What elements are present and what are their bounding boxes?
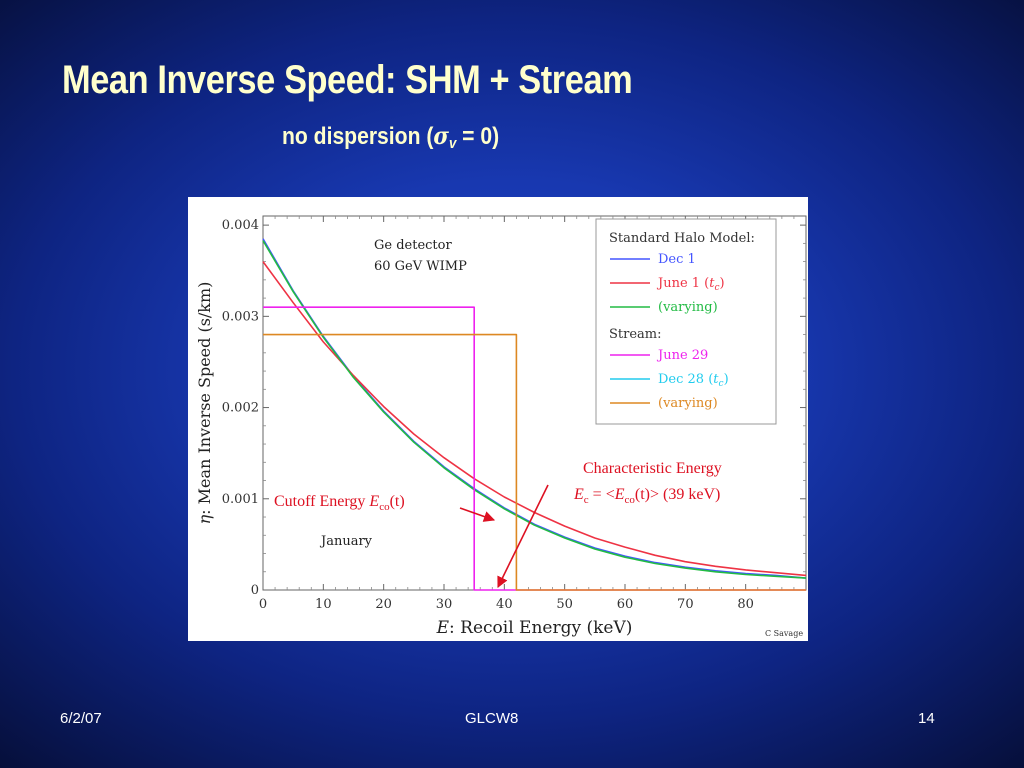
- month-annotation: January: [319, 534, 373, 549]
- legend-box: [595, 218, 777, 425]
- series-line-4: [263, 333, 806, 591]
- characteristic-energy-formula: Ec = <Eco(t)> (39 keV): [573, 486, 720, 506]
- footer-center: GLCW8: [465, 710, 519, 727]
- x-tick-label-7: 70: [677, 597, 694, 612]
- legend-label-1: June 1 (tc): [656, 276, 725, 293]
- x-tick-label-3: 30: [436, 597, 453, 612]
- detector-annotation-line2: 60 GeV WIMP: [374, 259, 467, 274]
- subtitle-suffix: = 0): [456, 123, 500, 150]
- characteristic-arrow: [497, 484, 549, 589]
- mean-inverse-speed-chart: 0 10 20 30 40 50 60 70 80 0 0.001 0.002 0.003 0.004 E:…: [195, 215, 807, 638]
- legend-label-0: Dec 1: [658, 252, 696, 267]
- chart-axes: 0 10 20 30 40 50 60 70 80 0 0.001 0.002 0.003 0.004 E:…: [195, 215, 807, 638]
- cutoff-arrow: [459, 507, 496, 522]
- legend-label-4: Dec 28 (tc): [658, 372, 729, 389]
- slide-title: Mean Inverse Speed: SHM + Stream: [62, 58, 633, 102]
- footer-page-number: 14: [918, 710, 935, 727]
- legend-label-5: (varying): [658, 396, 718, 411]
- x-tick-label-2: 20: [375, 597, 392, 612]
- subtitle-sigma: σ: [433, 121, 449, 150]
- cutoff-energy-label: Cutoff Energy Eco(t): [274, 493, 405, 513]
- chart-legend: Standard Halo Model: Stream: Dec 1 June 1…: [595, 218, 777, 425]
- characteristic-energy-title: Characteristic Energy: [583, 460, 722, 477]
- y-axis-label: η: Mean Inverse Speed (s/km): [195, 282, 214, 525]
- legend-label-3: June 29: [656, 348, 708, 363]
- detector-annotation-line1: Ge detector: [374, 238, 452, 253]
- x-tick-label-4: 40: [496, 597, 513, 612]
- y-tick-label-2: 0.002: [222, 401, 259, 416]
- subtitle-sub: v: [448, 135, 457, 152]
- x-tick-label-0: 0: [259, 597, 267, 612]
- x-tick-label-6: 60: [617, 597, 634, 612]
- y-tick-label-0: 0: [251, 583, 259, 598]
- x-tick-label-1: 10: [315, 597, 332, 612]
- x-axis-label: E: Recoil Energy (keV): [436, 618, 633, 638]
- y-tick-label-3: 0.003: [222, 309, 259, 324]
- x-tick-label-8: 80: [737, 597, 754, 612]
- legend-entries: Dec 1 June 1 (tc) (varying) June 29 Dec 28 (…: [610, 252, 729, 411]
- y-tick-label-4: 0.004: [222, 218, 259, 233]
- legend-shm-heading: Standard Halo Model:: [609, 231, 755, 246]
- subtitle-prefix: no dispersion (: [282, 123, 434, 150]
- footer-date: 6/2/07: [60, 710, 102, 727]
- legend-stream-heading: Stream:: [609, 327, 662, 342]
- series-line-2: [262, 240, 807, 579]
- y-tick-label-1: 0.001: [222, 492, 259, 507]
- x-tick-label-5: 50: [556, 597, 573, 612]
- chart-panel: 0 10 20 30 40 50 60 70 80 0 0.001 0.002 0.003 0.004 E:…: [188, 197, 808, 641]
- legend-label-2: (varying): [658, 300, 718, 315]
- slide-subtitle: no dispersion (σv = 0): [282, 121, 499, 152]
- chart-credit: C Savage: [765, 629, 803, 638]
